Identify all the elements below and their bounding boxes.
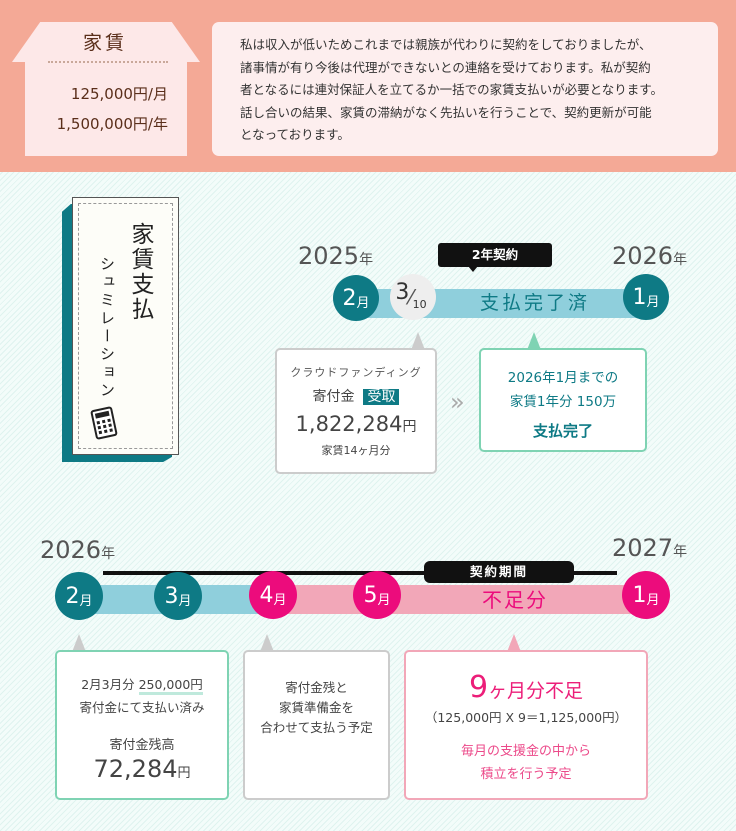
paid-months-box: 2月3月分 250,000円 寄付金にて支払い済み 寄付金残高 72,284円 [55,650,229,800]
rent-monthly: 125,000円/月 [70,85,168,103]
explanation-box: 私は収入が低いためこれまでは親族が代わりに契約をしておりましたが、 諸事情が有り… [212,22,718,156]
card-subtitle: シュミレーション [98,256,116,400]
timeline1-end-year: 2026年 [612,242,688,270]
timeline1-start-year: 2025年 [298,242,374,270]
double-chevron-icon: » [450,388,465,416]
contract-period-line [103,571,617,575]
date-circle: 3 ⁄ 10 [390,274,436,320]
rent-title: 家賃 [82,32,127,54]
shortfall-bar [276,585,648,614]
tag-pointer [468,266,478,272]
shortfall-headline: 9ヶ月分不足 [468,670,584,705]
explanation-line: 私は収入が低いためこれまでは親族が代わりに契約をしておりましたが、 [240,37,652,52]
donation-row: 寄付金 受取 [277,386,435,406]
explanation-line: 諸事情が有り今後は代理ができないとの連絡を受けております。私が契約 [240,59,651,75]
paid-line2: 家賃1年分 150万 [509,394,617,410]
house-roof [12,22,200,62]
calculator-icon [90,406,118,440]
card-title: 家賃支払 [127,222,153,322]
paid-status: 支払完了 [532,422,593,440]
explanation-line: 話し合いの結果、家賃の滞納がなく先払いを行うことで、契約更新が可能 [240,104,652,120]
explanation-line: となっております。 [240,127,350,142]
explanation-line: 者となるには連対保証人を立てるか一括での家賃支払いが必要となります。 [240,82,664,97]
simulation-card: 家賃支払 シュミレーション [72,197,179,455]
donation-note: 家賃14ヶ月分 [321,444,391,457]
shortfall-calc: （125,000円 X 9＝1,125,000円） [424,710,628,725]
shortfall-plan-1: 毎月の支援金の中から [460,744,591,759]
card-dashed-border [78,203,173,449]
crowdfunding-label: クラウドファンディング [290,366,422,379]
received-badge: 受取 [363,389,400,405]
contract-period-tag: 契約期間 [424,561,574,583]
paid-line1: 2026年1月までの [507,370,619,386]
shortfall-plan-2: 積立を行う予定 [480,767,572,782]
donation-amount: 1,822,284円 [295,412,417,436]
balance-amount: 72,284円 [93,755,191,783]
house-body [25,60,187,156]
plan-text: 寄付金残と 家賃準備金を 合わせて支払う予定 [260,680,373,735]
paid-months-line1: 2月3月分 250,000円 [57,674,227,695]
contract-tag: 2年契約 [438,243,552,267]
balance-label: 寄付金残高 [109,738,175,753]
plan-box: 寄付金残と 家賃準備金を 合わせて支払う予定 [243,650,390,800]
shortfall-label: 不足分 [482,588,548,612]
paid-box: 2026年1月までの 家賃1年分 150万 支払完了 [479,348,647,452]
timeline2-start-year: 2026年 [40,536,116,564]
paid-months-line2: 寄付金にて支払い済み [79,700,205,715]
rent-yearly: 1,500,000円/年 [56,115,168,133]
crowdfunding-box: クラウドファンディング 寄付金 受取 1,822,284円 家賃14ヶ月分 [275,348,437,474]
timeline2-end-year: 2027年 [612,534,688,562]
paid-bar-label: 支払完了済 [479,292,590,314]
dotted-divider [48,61,168,63]
shortfall-box: 9ヶ月分不足 （125,000円 X 9＝1,125,000円） 毎月の支援金の… [404,650,648,800]
